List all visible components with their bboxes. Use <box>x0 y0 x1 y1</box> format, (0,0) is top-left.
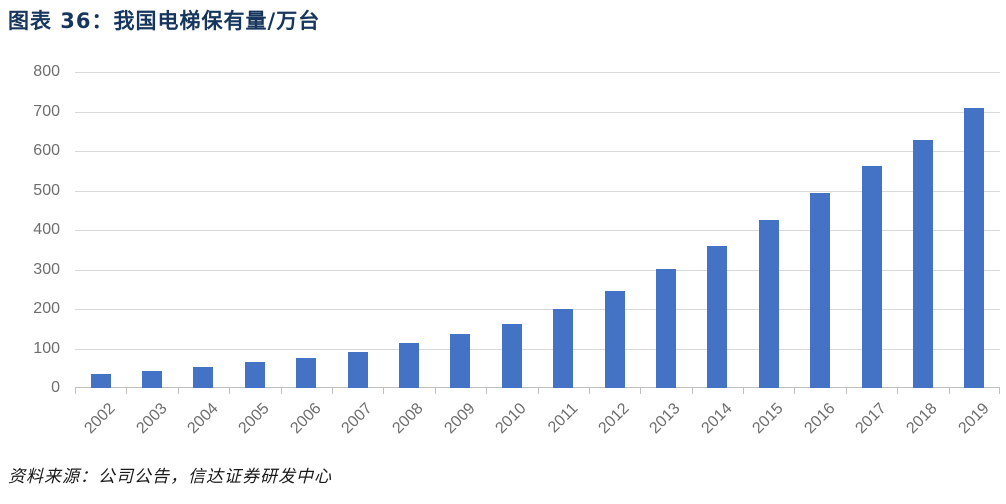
gridline <box>75 348 1000 350</box>
bar-2004 <box>193 367 214 388</box>
bar-2011 <box>553 309 574 388</box>
x-axis-label: 2004 <box>184 400 222 438</box>
x-axis-tick <box>75 388 76 394</box>
bar-2002 <box>90 374 111 388</box>
x-axis-tick <box>537 388 539 394</box>
y-axis-tick-label: 100 <box>33 339 60 357</box>
x-axis-label: 2006 <box>287 400 325 438</box>
x-axis-label: 2010 <box>492 400 530 438</box>
y-axis-tick-label: 500 <box>33 181 60 199</box>
x-axis-label: 2018 <box>903 400 941 438</box>
x-axis-label: 2005 <box>235 400 273 438</box>
x-axis-label: 2015 <box>749 400 787 438</box>
x-axis: 2002 2003 2004 2005 2006 2007 2008 2009 2010 2011… <box>75 388 1000 466</box>
x-axis-baseline <box>75 387 1000 388</box>
x-axis-tick <box>640 388 642 394</box>
y-axis: 0 100 200 300 400 500 600 700 800 <box>0 63 60 396</box>
x-axis-tick <box>229 388 231 394</box>
bar-2009 <box>450 334 471 388</box>
gridline <box>75 72 1000 73</box>
gridline <box>75 230 1000 231</box>
gridline <box>75 309 1000 310</box>
gridline <box>75 151 1000 152</box>
x-axis-tick <box>691 388 693 394</box>
y-axis-tick-label: 0 <box>51 379 60 396</box>
bar-2014 <box>707 246 728 388</box>
y-axis-tick-label: 700 <box>33 102 60 120</box>
bar-2005 <box>244 362 265 388</box>
bar-2018 <box>912 140 933 388</box>
x-axis-label: 2009 <box>441 400 479 438</box>
gridline <box>75 269 1000 271</box>
x-axis-tick <box>588 388 590 394</box>
x-axis-tick <box>486 388 488 394</box>
x-axis-tick <box>331 388 333 394</box>
bar-2007 <box>347 352 368 388</box>
x-axis-tick <box>794 388 796 394</box>
y-axis-tick-label: 200 <box>33 300 60 317</box>
bar-2010 <box>501 324 522 388</box>
x-axis-tick <box>177 388 179 394</box>
x-axis-tick <box>897 388 899 394</box>
bar-2017 <box>861 166 882 388</box>
x-axis-label: 2003 <box>132 400 171 438</box>
x-axis-tick <box>383 388 385 394</box>
x-axis-tick <box>743 388 745 394</box>
x-axis-tick <box>845 388 847 394</box>
y-axis-tick-label: 400 <box>33 221 60 238</box>
gridline <box>75 190 1000 192</box>
x-axis-tick <box>434 388 436 394</box>
x-axis-tick <box>280 388 282 394</box>
x-axis-tick <box>948 388 950 394</box>
y-axis-tick-label: 300 <box>33 260 60 278</box>
x-axis-label: 2017 <box>852 400 890 438</box>
bar-2008 <box>399 343 420 388</box>
x-axis-label: 2011 <box>544 400 582 437</box>
y-axis-tick-label: 600 <box>33 142 60 159</box>
x-axis-label: 2012 <box>595 400 633 438</box>
x-axis-label: 2002 <box>81 400 119 438</box>
x-axis-label: 2008 <box>389 400 428 438</box>
gridline <box>75 111 1000 113</box>
source-note: 资料来源：公司公告，信达证券研发中心 <box>8 467 332 487</box>
x-axis-label: 2013 <box>646 400 685 438</box>
bar-2006 <box>296 358 317 388</box>
bar-2019 <box>964 108 985 388</box>
plot-area <box>75 72 1000 394</box>
x-axis-tick <box>126 388 128 394</box>
bar-2016 <box>810 193 831 388</box>
x-axis-label: 2007 <box>338 400 376 438</box>
x-axis-label: 2019 <box>955 400 993 438</box>
x-axis-label: 2014 <box>698 400 736 438</box>
bar-2015 <box>758 220 779 388</box>
chart-title: 图表 36：我国电梯保有量/万台 <box>8 9 321 33</box>
y-axis-tick-label: 800 <box>33 63 60 80</box>
bar-2013 <box>655 269 676 388</box>
x-axis-label: 2016 <box>800 400 839 438</box>
bar-2003 <box>142 371 163 388</box>
bar-2012 <box>604 291 625 388</box>
x-axis-tick <box>999 388 1000 394</box>
